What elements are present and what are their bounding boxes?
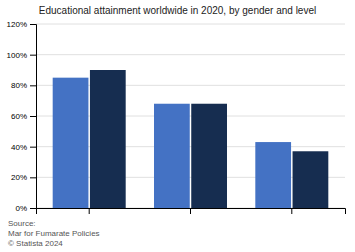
y-tick-mark [30, 177, 36, 178]
y-tick: 100% [7, 51, 36, 60]
y-tick: 40% [11, 143, 36, 152]
annotation: Source: [8, 219, 36, 228]
y-tick-label: 80% [11, 81, 27, 90]
bar [293, 151, 329, 208]
y-tick-label: 120% [7, 20, 27, 29]
y-tick-label: 60% [11, 112, 27, 121]
x-tick [190, 208, 191, 214]
y-tick-label: 100% [7, 51, 27, 60]
annotation: © Statista 2024 [8, 239, 63, 248]
title: Educational attainment worldwide in 2020… [39, 5, 316, 16]
x-tick [89, 208, 90, 214]
series [53, 78, 291, 208]
annotation: Mar for Fumarate Policies [8, 229, 100, 238]
y-tick: 0% [15, 204, 36, 213]
y-tick: 60% [11, 112, 36, 121]
x-tick-mark [190, 208, 191, 214]
bars [53, 70, 329, 208]
y-tick-mark [30, 147, 36, 148]
x-tick-mark [89, 208, 90, 214]
x-axis [37, 208, 346, 214]
chart: Educational attainment worldwide in 2020… [0, 0, 355, 252]
bar [255, 142, 291, 208]
grid-line [36, 24, 345, 25]
grid-line [36, 54, 345, 55]
y-tick: 80% [11, 81, 36, 90]
y-tick-label: 20% [11, 173, 27, 182]
y-tick-mark [30, 24, 36, 25]
y-tick-mark [30, 85, 36, 86]
x-axis-line [37, 209, 346, 215]
y-axis: 0% 20% 40% 60% 80% 100% 120% [7, 20, 37, 213]
series [90, 70, 328, 208]
y-tick-label: 0% [15, 204, 27, 213]
y-tick-label: 40% [11, 143, 27, 152]
y-axis-line [30, 25, 37, 209]
y-tick-mark [30, 55, 36, 56]
y-tick: 20% [11, 173, 36, 182]
annotations: Source:Mar for Fumarate Policies© Statis… [8, 219, 100, 248]
bar [191, 104, 227, 208]
bar [154, 104, 190, 208]
x-tick [291, 208, 292, 214]
y-tick-mark [30, 116, 36, 117]
grid [36, 24, 345, 208]
plot: 0% 20% 40% 60% 80% 100% 120% [7, 20, 346, 214]
bar [53, 78, 89, 208]
bar [90, 70, 126, 208]
y-tick: 120% [7, 20, 36, 29]
y-tick-mark [30, 208, 36, 209]
x-tick-mark [291, 208, 292, 214]
